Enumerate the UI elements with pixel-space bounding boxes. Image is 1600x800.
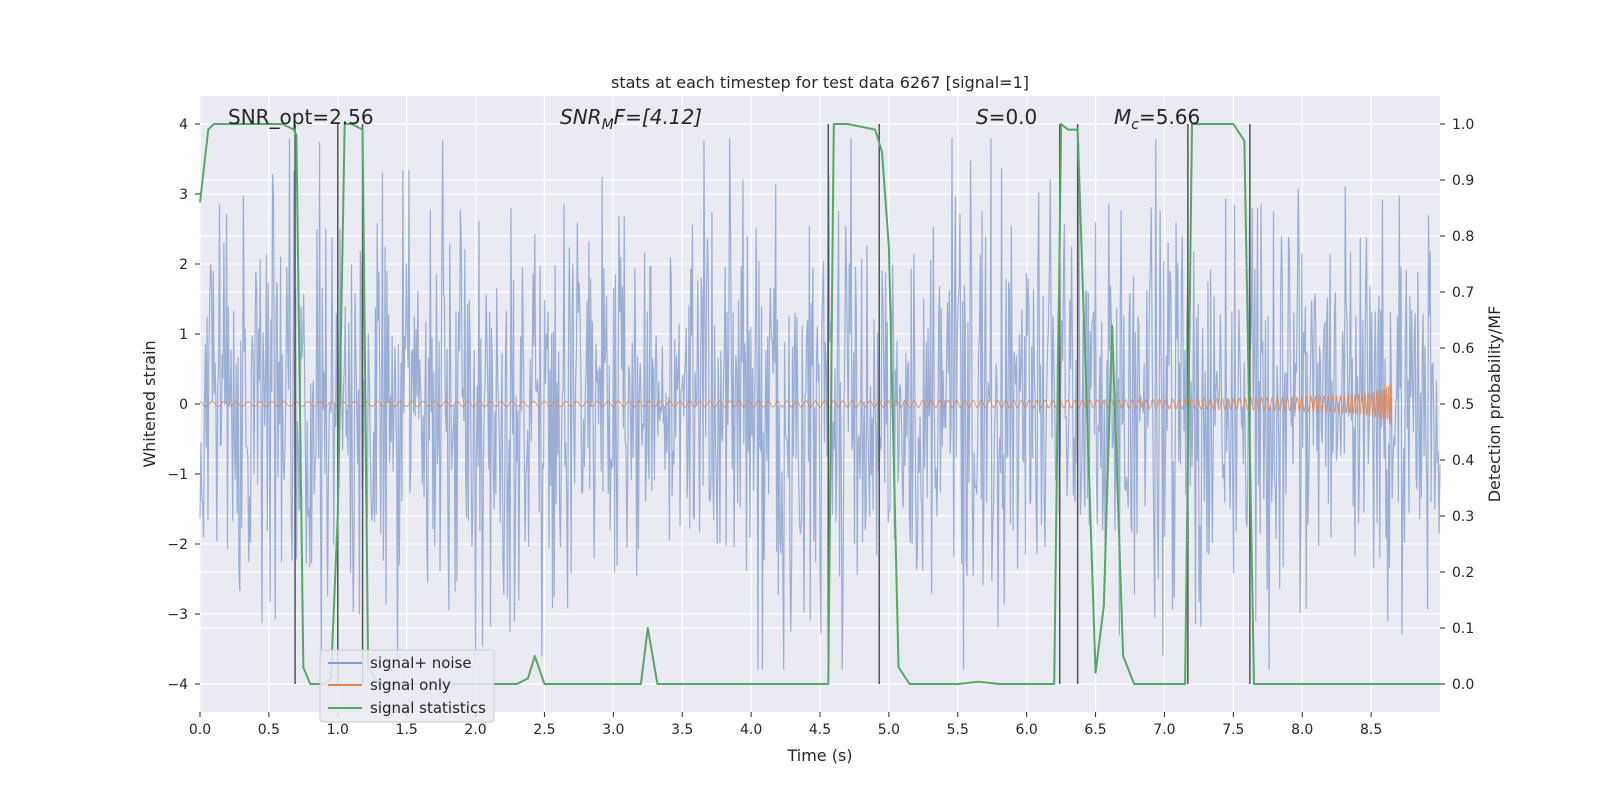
legend: signal+ noise signal only signal statist… [319, 649, 495, 723]
x-axis-ticks: 0.0 0.5 1.0 1.5 2.0 2.5 3.0 3.5 4.0 4.5 5.0 5.5 6.0 6… [189, 712, 1382, 738]
x-tick-label-6: 3.0 [602, 722, 624, 738]
x-tick-label-8: 4.0 [740, 722, 762, 738]
noise-line [199, 137, 1441, 671]
x-tick-label-4: 2.0 [464, 722, 486, 738]
chirp-line [199, 382, 1393, 427]
x-tick-label-10: 5.0 [878, 722, 900, 738]
series-signal-statistics [199, 123, 1440, 685]
annotation-snr-mf-sub: M [602, 117, 614, 133]
x-tick-label-2: 1.0 [327, 722, 349, 738]
legend-label-signal-noise: signal+ noise [370, 654, 472, 672]
x-axis-title: Time (s) [786, 746, 852, 765]
y2-tick-label-4: 0.4 [1452, 453, 1474, 469]
y-tick-label-2: −2 [167, 537, 188, 553]
annotation-s-base: S [976, 105, 989, 129]
y-tick-label-0: −4 [167, 677, 188, 693]
y2-tick-label-3: 0.3 [1452, 509, 1474, 525]
annotation-s-rest: =0.0 [989, 105, 1038, 129]
y-tick-label-8: 4 [179, 117, 188, 133]
y-axis-title: Whitened strain [140, 340, 159, 467]
y-tick-label-3: −1 [167, 467, 188, 483]
statistics-line [199, 123, 1440, 685]
y-tick-label-7: 3 [179, 187, 188, 203]
y-axis-ticks: −4 −3 −2 −1 0 1 2 3 4 [167, 117, 200, 693]
y2-tick-label-0: 0.0 [1452, 677, 1474, 693]
x-tick-label-3: 1.5 [396, 722, 418, 738]
annotation-snr-mf: SNRMF=[4.12] [560, 105, 702, 133]
x-tick-label-17: 8.5 [1360, 722, 1382, 738]
y2-tick-label-2: 0.2 [1452, 565, 1474, 581]
x-tick-label-0: 0.0 [189, 722, 211, 738]
y-tick-label-1: −3 [167, 607, 188, 623]
x-tick-label-15: 7.5 [1222, 722, 1244, 738]
y-tick-label-4: 0 [179, 397, 188, 413]
annotation-snr-opt: SNR_opt=2.56 [228, 105, 374, 129]
legend-label-signal-only: signal only [370, 676, 451, 694]
y2-axis-title: Detection probability/MF [1485, 306, 1504, 503]
annotation-snr-mf-rest: F=[4.12] [614, 105, 702, 129]
chart-title: stats at each timestep for test data 626… [611, 73, 1029, 92]
y2-tick-label-5: 0.5 [1452, 397, 1474, 413]
series-signal-noise [199, 137, 1441, 671]
x-tick-label-13: 6.5 [1084, 722, 1106, 738]
y2-tick-label-7: 0.7 [1452, 285, 1474, 301]
x-tick-label-11: 5.5 [947, 722, 969, 738]
x-tick-label-7: 3.5 [671, 722, 693, 738]
x-tick-label-16: 8.0 [1291, 722, 1313, 738]
x-tick-label-1: 0.5 [258, 722, 280, 738]
legend-box [319, 649, 495, 723]
y2-tick-label-9: 0.9 [1452, 173, 1474, 189]
y-tick-label-5: 1 [179, 327, 188, 343]
annotation-snr-mf-base: SNR [560, 105, 602, 129]
y2-tick-label-6: 0.6 [1452, 341, 1474, 357]
x-tick-label-14: 7.0 [1153, 722, 1175, 738]
annotation-mc-sub: c [1131, 117, 1139, 133]
y2-tick-label-1: 0.1 [1452, 621, 1474, 637]
annotation-mc-base: M [1114, 105, 1131, 129]
x-tick-label-9: 4.5 [809, 722, 831, 738]
series-signal-only [199, 382, 1393, 427]
x-tick-label-12: 6.0 [1016, 722, 1038, 738]
annotation-mc-rest: =5.66 [1139, 105, 1200, 129]
y-tick-label-6: 2 [179, 257, 188, 273]
legend-label-signal-statistics: signal statistics [370, 699, 486, 717]
y2-tick-label-10: 1.0 [1452, 117, 1474, 133]
y2-tick-label-8: 0.8 [1452, 229, 1474, 245]
y2-axis-ticks: 0.0 0.1 0.2 0.3 0.4 0.5 0.6 0.7 0.8 0.9 1.0 [1440, 117, 1474, 693]
x-tick-label-5: 2.5 [533, 722, 555, 738]
annotation-s: S=0.0 [976, 105, 1037, 129]
annotation-mc: Mc=5.66 [1114, 105, 1200, 133]
